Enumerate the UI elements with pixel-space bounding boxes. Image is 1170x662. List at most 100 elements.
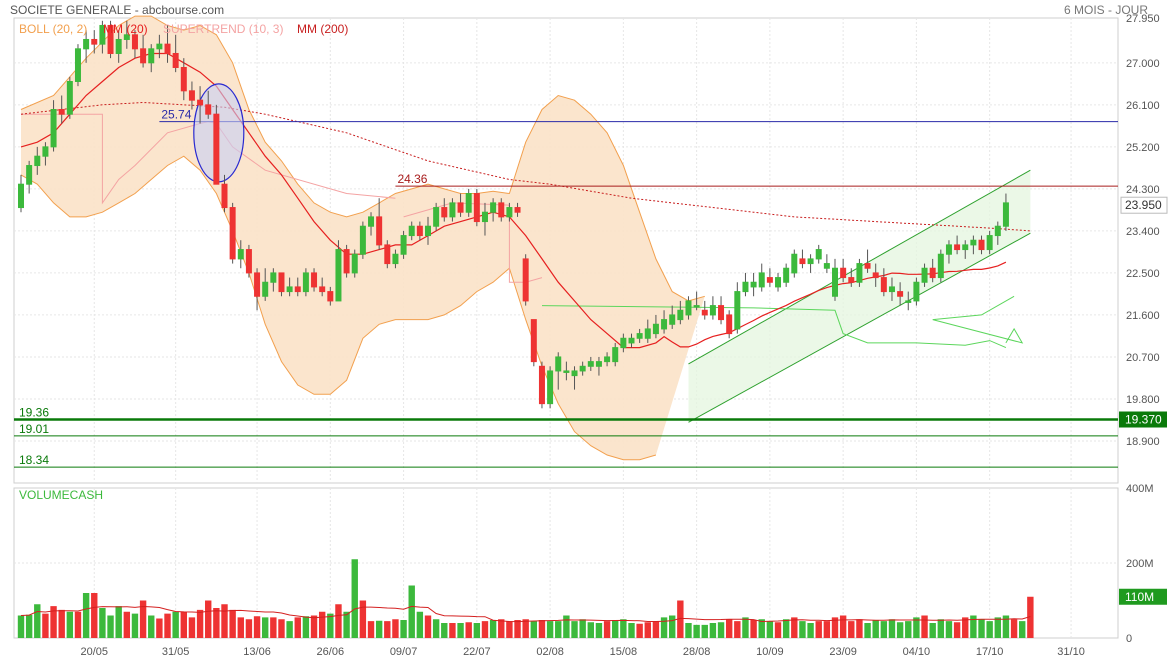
candle-body: [50, 109, 57, 148]
candle-body: [408, 225, 415, 237]
volume-bar: [725, 619, 733, 638]
volume-content: [17, 559, 1034, 638]
price-content: 25.74 24.36 19.36 19.01 18.34: [14, 15, 1118, 468]
candle-body: [661, 319, 668, 330]
volume-bar: [579, 619, 586, 638]
volume-bar: [82, 593, 90, 638]
candle-body: [872, 272, 879, 279]
price-legend: BOLL (20, 2) MM (20) SUPERTREND (10, 3) MM …: [19, 22, 348, 36]
price-panel-frame: [13, 17, 1119, 484]
volume-bar: [994, 617, 1001, 638]
volume-bar: [986, 621, 993, 638]
volume-bar: [1019, 621, 1026, 638]
trend-channel-lower: [688, 232, 1031, 423]
price-level-label: 19.36: [19, 406, 49, 420]
candle-body: [156, 43, 163, 50]
price-tick-label: 18.900: [1126, 436, 1160, 448]
candle-body: [490, 202, 497, 213]
price-tick-label: 19.800: [1126, 394, 1160, 406]
x-tick-label: 23/09: [829, 646, 857, 658]
volume-bar: [636, 623, 643, 638]
volume-bar: [42, 613, 49, 638]
candle-body: [91, 38, 98, 45]
volume-bar: [660, 617, 668, 638]
candle-body: [392, 253, 399, 265]
volume-bar: [318, 611, 326, 638]
candle-body: [213, 113, 220, 185]
last-price-badge: [1120, 196, 1168, 214]
volume-bar: [115, 606, 122, 638]
candle-body: [685, 300, 692, 316]
candle-body: [758, 272, 765, 288]
candle-body: [148, 48, 155, 64]
volume-bar: [864, 623, 871, 638]
volume-bar: [677, 600, 684, 638]
candle-body: [897, 291, 904, 297]
candle-body: [384, 244, 391, 265]
candle-body: [652, 323, 659, 335]
supertrend-line: [21, 113, 396, 205]
candle-body: [416, 225, 423, 237]
candle-body: [229, 207, 236, 260]
candle-body: [286, 286, 293, 293]
date-axis: 20/05 31/05 13/06 26/06 09/07 22/07 02/08 15/08…: [80, 646, 1084, 658]
x-tick-label: 31/05: [162, 646, 190, 658]
bollinger-upper-line: [20, 15, 705, 302]
volume-bar: [685, 623, 692, 638]
x-tick-label: 15/08: [610, 646, 638, 658]
candle-body: [294, 286, 301, 293]
volume-grid: [14, 488, 1118, 638]
volume-bar: [839, 615, 847, 638]
candle-body: [465, 193, 472, 213]
x-tick-label: 02/08: [536, 646, 564, 658]
candle-body: [400, 235, 407, 255]
supertrend-line: [932, 295, 1024, 344]
last-volume-label: 110M: [1125, 590, 1154, 604]
candle-body: [962, 244, 969, 251]
volume-bar: [962, 617, 969, 638]
candle-body: [734, 291, 741, 330]
volume-bar: [343, 611, 350, 638]
volume-bar: [164, 613, 171, 638]
x-tick-label: 04/10: [903, 646, 931, 658]
volume-bar: [587, 622, 594, 638]
volume-bar: [644, 622, 651, 638]
price-level-label: 19.01: [19, 422, 49, 436]
candle-body: [514, 207, 521, 213]
price-tick-label: 25.200: [1126, 142, 1160, 154]
volume-bar: [25, 614, 33, 638]
volume-bar: [473, 623, 481, 638]
volume-bar: [620, 619, 627, 638]
price-tick-label: 27.000: [1126, 58, 1160, 70]
candle-body: [880, 277, 887, 293]
candle-body: [538, 365, 545, 405]
price-tick-label: 20.700: [1126, 352, 1160, 364]
candle-body: [547, 370, 554, 405]
volume-bar: [652, 621, 660, 638]
candle-body: [864, 263, 871, 269]
period-label: 6 MOIS - JOUR: [1063, 3, 1148, 17]
candle-body: [823, 263, 830, 269]
volume-bar: [131, 613, 139, 638]
trend-channel-fill: [688, 170, 1031, 423]
candle-body: [970, 239, 977, 246]
candle-body: [74, 48, 81, 82]
volume-bar: [294, 617, 301, 638]
candle-body: [750, 281, 757, 288]
volume-bar: [408, 585, 415, 638]
candle-body: [856, 263, 863, 283]
x-tick-label: 20/05: [80, 646, 108, 658]
volume-bar: [489, 620, 497, 638]
x-tick-label: 09/07: [390, 646, 418, 658]
candle-body: [351, 253, 358, 274]
candle-body: [799, 258, 806, 265]
volume-bar: [799, 621, 806, 638]
volume-bar: [506, 621, 513, 638]
x-tick-label: 22/07: [463, 646, 491, 658]
x-tick-label: 28/08: [683, 646, 711, 658]
legend-entry: MM (20): [103, 22, 148, 36]
volume-bar: [498, 619, 505, 638]
volume-bar: [229, 609, 236, 638]
volume-bar: [628, 623, 635, 638]
volume-bar: [221, 604, 228, 638]
